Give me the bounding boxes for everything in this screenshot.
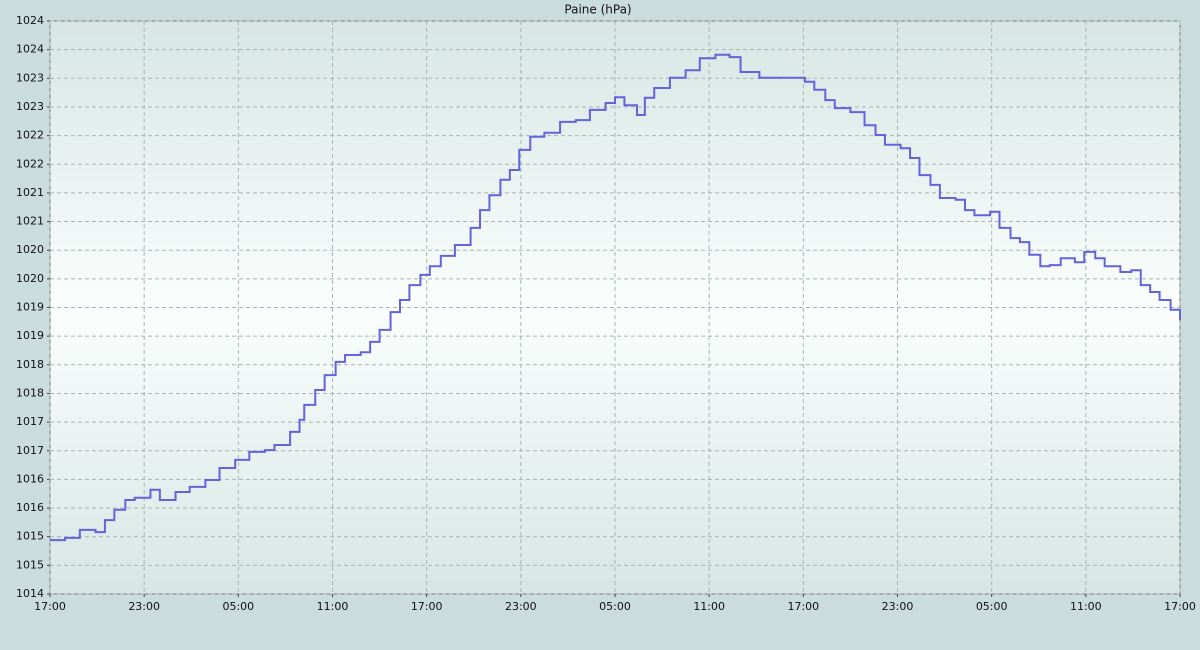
y-tick-label: 1016: [16, 472, 44, 485]
y-tick-label: 1021: [16, 186, 44, 199]
y-tick-label: 1014: [16, 587, 44, 600]
y-tick-label: 1018: [16, 386, 44, 399]
x-tick-label: 17:00: [411, 600, 443, 613]
chart-title: Paine (hPa): [564, 3, 631, 17]
y-tick-label: 1020: [16, 243, 44, 256]
y-tick-label: 1022: [16, 157, 44, 170]
y-tick-label: 1022: [16, 129, 44, 142]
y-tick-label: 1024: [16, 43, 44, 56]
x-tick-label: 11:00: [693, 600, 725, 613]
x-tick-label: 11:00: [1070, 600, 1102, 613]
x-tick-label: 23:00: [505, 600, 537, 613]
x-tick-label: 17:00: [1164, 600, 1196, 613]
y-tick-label: 1018: [16, 358, 44, 371]
y-tick-label: 1019: [16, 301, 44, 314]
x-tick-label: 23:00: [128, 600, 160, 613]
x-tick-label: 05:00: [976, 600, 1008, 613]
data-line: [50, 53, 1181, 542]
x-tick-label: 23:00: [882, 600, 914, 613]
y-tick-label: 1020: [16, 272, 44, 285]
y-tick-label: 1017: [16, 444, 44, 457]
x-tick-label: 11:00: [317, 600, 349, 613]
x-tick-label: 17:00: [34, 600, 66, 613]
y-tick-label: 1016: [16, 501, 44, 514]
y-tick-label: 1019: [16, 329, 44, 342]
x-tick-label: 05:00: [599, 600, 631, 613]
y-tick-label: 1017: [16, 415, 44, 428]
y-tick-label: 1024: [16, 14, 44, 27]
y-tick-label: 1023: [16, 100, 44, 113]
y-tick-label: 1021: [16, 215, 44, 228]
y-tick-label: 1015: [16, 558, 44, 571]
y-tick-label: 1015: [16, 530, 44, 543]
x-tick-label: 05:00: [222, 600, 254, 613]
y-tick-label: 1023: [16, 71, 44, 84]
x-tick-label: 17:00: [787, 600, 819, 613]
